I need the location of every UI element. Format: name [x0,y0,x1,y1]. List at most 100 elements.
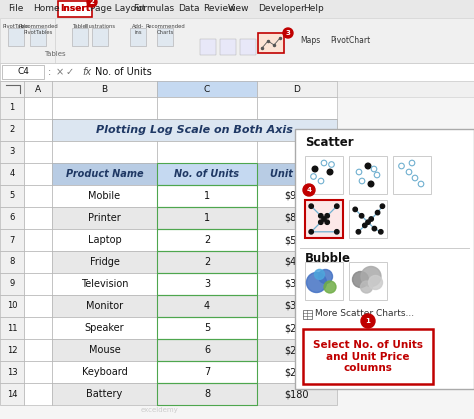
Bar [52,295,157,317]
Text: Bubble: Bubble [305,252,351,265]
Bar [52,97,157,119]
Circle shape [87,0,97,7]
Text: C: C [204,85,210,93]
Bar [257,251,337,273]
Text: Unit Price: Unit Price [270,169,324,179]
Text: 2: 2 [204,257,210,267]
Bar [24,383,52,405]
Bar [157,317,257,339]
Bar [257,185,337,207]
Circle shape [335,230,339,234]
Text: 8: 8 [204,389,210,399]
Bar [257,361,337,383]
Bar [52,163,157,185]
Bar [0,81,474,97]
Text: 1: 1 [204,191,210,201]
Circle shape [312,166,318,172]
Text: exceldemy: exceldemy [141,407,179,413]
Text: :: : [48,67,52,77]
Circle shape [324,281,336,293]
Circle shape [368,276,383,290]
Bar [0,251,24,273]
Text: Illustrations: Illustrations [84,24,116,29]
Bar [24,81,52,97]
Circle shape [353,207,357,212]
Text: Laptop: Laptop [88,235,121,245]
Text: 3: 3 [204,279,210,289]
Text: Tables: Tables [44,51,66,57]
Text: Insert: Insert [60,5,90,13]
Circle shape [359,214,364,218]
Bar [295,129,474,389]
Text: 7: 7 [9,235,15,245]
Bar [0,0,474,18]
Bar [157,28,173,46]
Text: $200: $200 [285,367,310,377]
Text: $230: $230 [285,345,310,355]
Circle shape [356,230,361,234]
Circle shape [322,217,326,221]
Bar [52,207,157,229]
Bar [24,317,52,339]
Bar [24,339,52,361]
Circle shape [380,204,384,208]
Bar [24,361,52,383]
Text: $290: $290 [285,323,310,333]
Text: ✓: ✓ [66,67,74,77]
Bar [52,273,157,295]
Text: PivotTable: PivotTable [3,24,29,29]
Bar [157,229,257,251]
Text: 5: 5 [9,191,15,201]
Text: 2: 2 [204,235,210,245]
Text: 13: 13 [7,367,18,377]
Circle shape [361,314,375,328]
Bar [24,229,52,251]
Bar [92,28,108,46]
Circle shape [315,269,325,279]
Text: ×: × [56,67,64,77]
Bar [157,295,257,317]
Circle shape [283,28,293,38]
Bar [58,1,92,17]
Bar [0,317,24,339]
Bar [2,65,44,79]
Bar [52,339,157,361]
Bar [0,97,24,119]
Bar [24,119,52,141]
Bar [157,141,257,163]
Text: $180: $180 [285,389,309,399]
Text: Page Layout: Page Layout [90,5,146,13]
Bar [0,18,474,63]
Circle shape [325,220,329,225]
Bar [303,310,312,319]
Text: 1: 1 [204,213,210,223]
Bar [157,273,257,295]
Circle shape [309,230,313,234]
Circle shape [309,204,313,208]
Bar [157,317,257,339]
Circle shape [319,214,323,218]
Bar [157,229,257,251]
Bar [393,156,431,194]
Text: 4: 4 [204,301,210,311]
Bar [0,273,24,295]
Bar [257,383,337,405]
Bar [240,39,256,55]
Circle shape [365,163,371,169]
Bar [257,163,337,185]
Text: Review: Review [203,5,236,13]
Text: $500: $500 [285,235,310,245]
Bar [157,339,257,361]
Bar [257,141,337,163]
Text: $340: $340 [285,279,309,289]
Bar [0,207,24,229]
Bar [30,28,46,46]
Bar [24,141,52,163]
Text: 11: 11 [7,323,17,333]
Bar [257,273,337,295]
Text: 2: 2 [9,126,15,134]
Text: 2: 2 [90,0,94,5]
Bar [157,361,257,383]
Text: 12: 12 [7,346,17,354]
Bar [349,156,387,194]
